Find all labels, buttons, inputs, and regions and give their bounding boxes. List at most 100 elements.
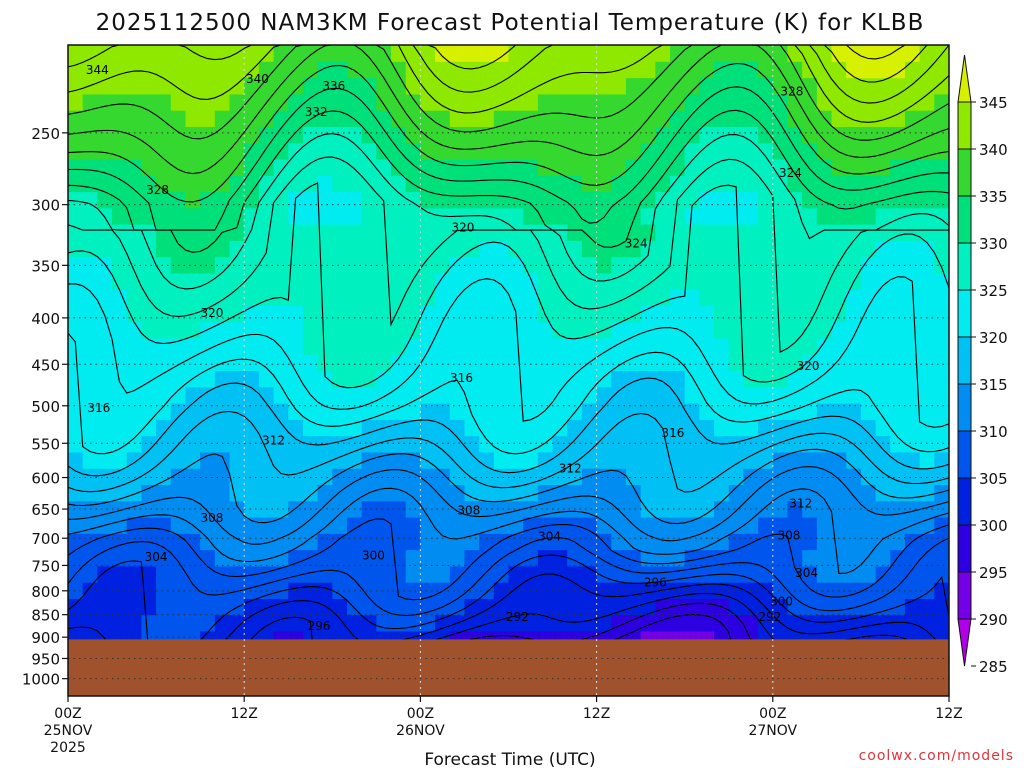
field-cell	[611, 370, 627, 388]
isentrope-306	[68, 487, 949, 574]
field-cell	[552, 289, 568, 306]
field-cell	[684, 549, 700, 567]
field-cell	[112, 77, 128, 95]
field-cell	[244, 289, 260, 306]
field-cell	[68, 45, 84, 62]
field-cell	[68, 419, 84, 437]
field-cell	[523, 337, 539, 355]
field-cell	[185, 468, 201, 486]
field-cell	[581, 110, 598, 127]
field-cell	[361, 598, 377, 616]
x-tick-date-label: 26NOV	[396, 723, 445, 739]
field-cell	[655, 289, 671, 306]
field-cell	[611, 240, 627, 258]
field-cell	[596, 110, 612, 127]
field-cell	[890, 370, 906, 388]
field-cell	[758, 516, 774, 534]
field-cell	[655, 614, 671, 632]
field-cell	[596, 93, 612, 111]
field-cell	[581, 142, 598, 160]
field-cell	[244, 565, 260, 583]
field-cell	[112, 256, 128, 274]
field-cell	[479, 435, 495, 453]
field-cell	[214, 370, 231, 388]
field-cell	[464, 403, 480, 420]
field-cell	[670, 468, 686, 486]
field-cell	[141, 77, 157, 95]
field-cell	[420, 516, 436, 534]
field-cell	[376, 77, 392, 95]
field-cell	[890, 484, 906, 502]
field-cell	[743, 354, 759, 372]
contour-label: 312	[789, 497, 812, 511]
field-cell	[112, 500, 128, 518]
field-cell	[112, 565, 128, 583]
field-cell	[332, 419, 348, 437]
field-cell	[229, 370, 245, 388]
field-cell	[170, 224, 187, 241]
field-cell	[831, 451, 847, 469]
field-cell	[508, 354, 524, 372]
field-cell	[346, 386, 363, 404]
field-cell	[346, 354, 363, 372]
field-cell	[170, 565, 187, 583]
field-cell	[302, 240, 319, 258]
field-cell	[185, 500, 201, 518]
field-cell	[846, 77, 862, 95]
isentrope-314	[68, 377, 949, 477]
field-cell	[640, 142, 656, 160]
field-cell	[772, 77, 789, 95]
field-cell	[479, 305, 495, 323]
field-cell	[420, 191, 436, 209]
field-cell	[493, 45, 510, 62]
field-cell	[596, 435, 612, 453]
field-cell	[273, 191, 289, 209]
field-cell	[860, 126, 877, 144]
field-cell	[346, 305, 363, 323]
field-cell	[229, 533, 245, 551]
field-cell	[934, 256, 949, 274]
field-cell	[346, 321, 363, 339]
field-cell	[141, 142, 157, 160]
field-cell	[420, 126, 436, 144]
field-cell	[552, 516, 568, 534]
field-cell	[890, 175, 906, 193]
field-cell	[258, 598, 275, 616]
field-cell	[875, 354, 891, 372]
field-cell	[376, 142, 392, 160]
field-cell	[537, 256, 554, 274]
field-cell	[655, 207, 671, 225]
field-cell	[714, 500, 730, 518]
field-cell	[493, 533, 510, 551]
contour-label-text: 324	[625, 236, 648, 250]
field-cell	[934, 419, 949, 437]
field-cell	[567, 614, 583, 632]
field-cell	[405, 582, 421, 599]
field-cell	[684, 500, 700, 518]
field-cell	[464, 598, 480, 616]
field-cell	[288, 289, 304, 306]
field-cell	[97, 207, 113, 225]
field-cell	[141, 614, 157, 632]
field-cell	[537, 77, 554, 95]
field-cell	[787, 289, 803, 306]
field-cell	[156, 191, 172, 209]
field-cell	[112, 435, 128, 453]
contour-label: 316	[662, 426, 685, 440]
field-cell	[361, 289, 377, 306]
field-cell	[97, 468, 113, 486]
field-cell	[391, 533, 407, 551]
field-cell	[332, 289, 348, 306]
field-cell	[156, 614, 172, 632]
field-cell	[846, 175, 862, 193]
field-cell	[787, 435, 803, 453]
field-cell	[640, 61, 656, 79]
field-cell	[479, 419, 495, 437]
field-cell	[537, 305, 554, 323]
field-cell	[552, 45, 568, 62]
field-cell	[919, 240, 935, 258]
field-cell	[288, 565, 304, 583]
field-cell	[684, 256, 700, 274]
field-cell	[846, 354, 862, 372]
field-cell	[200, 598, 216, 616]
